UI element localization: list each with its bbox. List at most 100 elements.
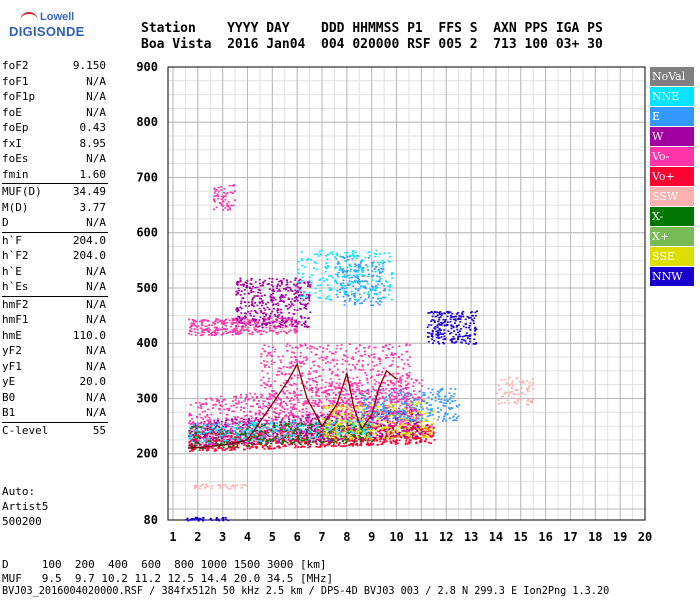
echo-point [399,384,402,387]
echo-point [290,320,293,322]
echo-point [255,311,257,313]
echo-point [373,405,376,408]
echo-point [299,345,302,348]
echo-point [223,439,226,442]
echo-point [383,382,386,384]
echo-point [216,424,218,427]
echo-point [294,419,297,421]
echo-point [344,355,347,357]
echo-point [406,359,409,361]
echo-point [361,433,364,435]
echo-point [335,347,338,350]
echo-point [336,374,339,376]
echo-point [369,369,372,371]
echo-point [369,417,372,419]
echo-point [275,392,278,395]
echo-point [375,390,378,392]
echo-point [386,416,389,418]
echo-point [436,393,439,395]
echo-point [349,396,352,399]
echo-point [245,396,248,399]
echo-point [214,425,217,428]
echo-point [362,286,365,288]
echo-point [348,343,351,345]
echo-point [250,415,253,417]
echo-point [418,396,421,398]
echo-point [395,419,398,421]
echo-point [278,322,281,325]
echo-point [432,431,435,433]
echo-point [386,407,389,410]
echo-point [364,419,367,421]
echo-point [332,444,335,446]
echo-point [243,441,246,444]
echo-point [315,371,318,374]
echo-point [302,356,305,359]
echo-point [279,326,282,328]
echo-point [368,423,371,425]
echo-point [413,437,416,440]
echo-point [391,360,394,362]
echo-point [229,432,232,434]
echo-point [214,332,217,335]
echo-point [401,375,404,377]
echo-point [392,407,395,409]
echo-point [420,419,423,421]
echo-point [268,318,271,321]
echo-point [259,285,262,287]
echo-point [239,430,242,432]
echo-point [250,283,253,285]
echo-point [208,422,211,424]
echo-point [366,398,369,400]
echo-point [265,440,268,442]
echo-point [207,334,210,336]
echo-point [415,428,418,431]
echo-point [258,301,261,303]
echo-point [246,279,249,282]
echo-point [281,296,284,299]
echo-point [263,433,266,435]
echo-point [409,432,412,434]
echo-point [239,277,242,280]
echo-point [221,326,224,329]
echo-point [328,385,331,388]
echo-point [303,317,306,319]
echo-point [272,395,275,398]
echo-point [285,318,288,321]
echo-point [288,425,290,428]
echo-point [407,427,410,430]
echo-point [271,281,273,283]
echo-point [271,422,274,424]
echo-point [340,404,343,407]
echo-point [241,297,244,300]
echo-point [228,435,231,437]
echo-point [268,322,271,325]
echo-point [270,407,273,409]
echo-point [286,441,289,444]
echo-point [264,386,267,389]
echo-point [339,396,342,399]
echo-point [314,436,317,438]
echo-point [247,444,249,446]
echo-point [360,432,363,434]
echo-point [243,289,246,291]
echo-point [216,328,218,331]
echo-point [252,319,255,322]
echo-point [250,289,253,292]
echo-point [298,360,301,363]
echo-point [294,277,297,279]
echo-point [246,440,249,442]
echo-point [443,395,446,398]
echo-point [262,376,265,379]
echo-point [195,402,197,404]
echo-point [316,384,319,386]
echo-point [380,373,383,376]
echo-point [358,265,361,267]
echo-point [255,395,258,398]
echo-point [205,402,208,404]
echo-point [399,419,402,421]
echo-point [363,408,366,411]
echo-point [340,418,342,420]
echo-point [341,429,344,432]
echo-point [350,384,353,386]
